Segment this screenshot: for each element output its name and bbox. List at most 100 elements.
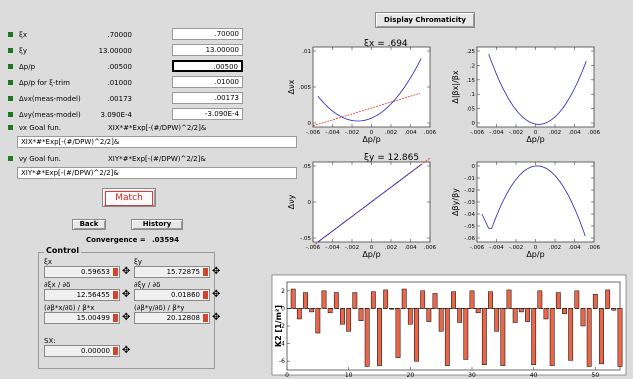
k2-bar — [315, 308, 321, 334]
x-axis-label: Δp/p — [526, 135, 544, 144]
match-button[interactable]: Match — [102, 188, 156, 207]
k2-y-tick-label: -4 — [279, 341, 285, 348]
param-input[interactable]: -3.090E-4 — [172, 108, 243, 120]
k2-bar — [296, 308, 302, 320]
k2-bar — [401, 288, 407, 309]
control-field[interactable]: 15.72875 — [134, 266, 210, 278]
tick-label: .002 — [385, 245, 397, 251]
k2-bar — [562, 308, 567, 314]
param-input[interactable]: .70000 — [172, 28, 243, 40]
k2-bar — [599, 308, 604, 365]
move-arrows-icon[interactable]: ✥ — [122, 289, 131, 300]
param-input[interactable]: .01000 — [172, 76, 243, 88]
k2-bar — [426, 308, 432, 322]
tick-label: .01 — [302, 49, 311, 55]
k2-bar — [321, 290, 327, 309]
slider-handle[interactable] — [203, 314, 208, 322]
tick-label: .004 — [568, 245, 581, 251]
control-field-label: ξy — [134, 258, 143, 266]
match-button-label: Match — [105, 191, 153, 206]
tick-label: -.002 — [345, 130, 359, 136]
control-field[interactable]: 20.12808 — [134, 312, 210, 324]
k2-bar — [617, 308, 623, 367]
k2-y-axis-label: K2 [1/m²] — [274, 305, 283, 347]
k2-bar — [364, 308, 370, 367]
control-field[interactable]: 0.59653 — [44, 266, 120, 278]
chromaticity-curve — [481, 165, 586, 237]
y-axis-label: Δνy — [287, 194, 296, 209]
history-button[interactable]: History — [131, 219, 183, 230]
move-arrows-icon[interactable]: ✥ — [122, 266, 131, 277]
tick-label: -.006 — [470, 245, 485, 251]
param-input[interactable]: .00500 — [172, 60, 243, 72]
convergence-label: Convergence = — [86, 236, 146, 244]
control-field-value: 15.72875 — [166, 268, 200, 276]
tick-label: 0 — [308, 121, 312, 127]
k2-bar — [432, 293, 438, 309]
tick-label: -.004 — [325, 130, 340, 136]
control-field[interactable]: 12.56455 — [44, 289, 120, 301]
k2-bar — [451, 291, 456, 309]
control-field-value: 12.56455 — [76, 291, 110, 299]
param-indicator — [8, 80, 13, 85]
param-display: 3.090E-4 — [100, 111, 132, 119]
tick-label: .15 — [466, 78, 475, 84]
param-input[interactable]: 13.00000 — [172, 44, 243, 56]
slider-handle[interactable] — [113, 314, 118, 322]
k2-bar — [352, 292, 358, 309]
tick-label: .004 — [404, 130, 417, 136]
k2-bar — [512, 308, 518, 323]
k2-x-tick-label: 30 — [468, 372, 476, 379]
control-field-label: ∂ξx / ∂δ — [44, 281, 71, 289]
control-field[interactable]: 0.00000 — [44, 345, 120, 357]
goal-x-input[interactable]: XIX*#*Exp[-(#/DPW)^2/2]& — [17, 136, 297, 148]
k2-y-tick-label: 0 — [281, 305, 285, 312]
tick-label: -.002 — [509, 130, 523, 136]
move-arrows-icon[interactable]: ✥ — [212, 289, 221, 300]
param-indicator — [8, 32, 13, 37]
k2-bar — [358, 308, 364, 321]
tick-label: 0 — [472, 121, 476, 127]
k2-bar — [395, 308, 401, 358]
goal-y-indicator — [8, 156, 13, 161]
move-arrows-icon[interactable]: ✥ — [212, 266, 221, 277]
slider-handle[interactable] — [203, 291, 208, 299]
tick-label: .006 — [424, 245, 437, 251]
slider-handle[interactable] — [203, 268, 208, 276]
slider-handle[interactable] — [113, 291, 118, 299]
k2-bar — [327, 308, 333, 314]
k2-bar — [549, 308, 555, 366]
tick-label: -.02 — [464, 188, 475, 194]
tick-label: -.006 — [306, 130, 321, 136]
k2-y-tick-label: -2 — [279, 323, 285, 330]
back-button[interactable]: Back — [72, 219, 106, 230]
tick-label: -.004 — [489, 130, 504, 136]
tick-label: -.006 — [470, 130, 485, 136]
slider-handle[interactable] — [113, 268, 118, 276]
move-arrows-icon[interactable]: ✥ — [122, 345, 131, 356]
k2-bar — [303, 292, 308, 309]
k2-bar — [370, 291, 376, 309]
chromaticity-curve — [317, 164, 422, 243]
goal-y-input[interactable]: XIY*#*Exp[-(#/DPW)^2/2]& — [17, 167, 297, 179]
tick-label: .004 — [404, 245, 417, 251]
control-field-value: 0.01860 — [171, 291, 200, 299]
slider-handle[interactable] — [113, 347, 118, 355]
control-field[interactable]: 15.00499 — [44, 312, 120, 324]
k2-bar — [383, 289, 389, 309]
k2-bar — [333, 292, 339, 309]
k2-bar — [611, 308, 617, 311]
control-field[interactable]: 0.01860 — [134, 289, 210, 301]
param-label: ξx — [19, 31, 28, 39]
move-arrows-icon[interactable]: ✥ — [122, 312, 131, 323]
move-arrows-icon[interactable]: ✥ — [212, 312, 221, 323]
param-input[interactable]: .00173 — [172, 92, 243, 104]
k2-bar — [389, 308, 395, 310]
k2-bar — [420, 290, 426, 309]
k2-bar — [475, 308, 481, 314]
display-chromaticity-button[interactable]: Display Chromaticity — [375, 12, 475, 28]
tick-label: -.004 — [489, 245, 504, 251]
k2-bar — [340, 308, 345, 325]
control-field-label: (∂β*x/∂δ) / β*x — [44, 304, 95, 312]
